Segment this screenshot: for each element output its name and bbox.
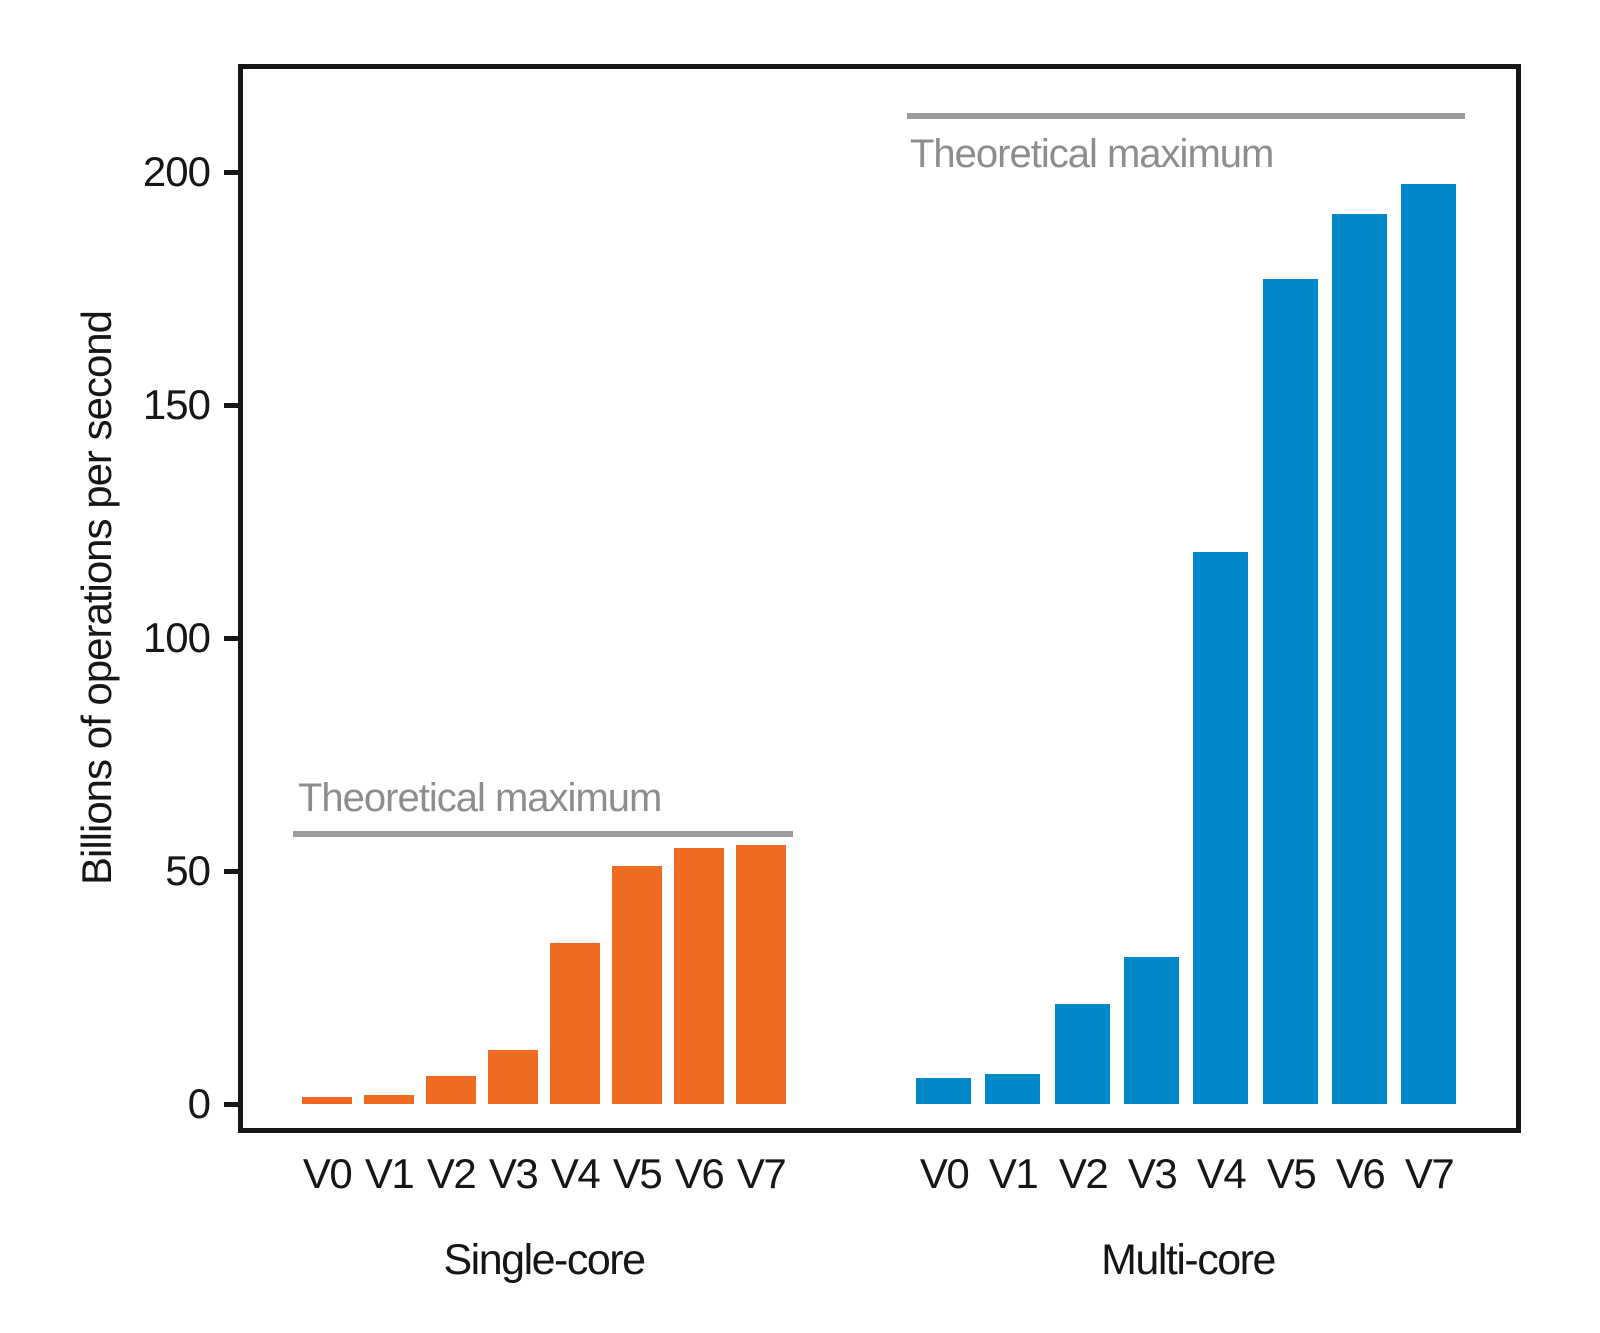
ytick-label-0: 0 [187, 1080, 211, 1127]
bar-multi-core-v2 [1055, 1004, 1110, 1104]
ytick-label-150: 150 [142, 381, 211, 428]
ytick-mark-150 [224, 402, 238, 408]
bar-single-core-v5 [612, 866, 662, 1104]
ytick-label-50: 50 [165, 847, 211, 894]
theoretical-max-line-single-core [293, 830, 793, 837]
xtick-label-multi-core-v4: V4 [1196, 1150, 1247, 1197]
xtick-label-multi-core-v2: V2 [1058, 1150, 1109, 1197]
bar-multi-core-v5 [1263, 279, 1318, 1104]
bar-single-core-v6 [674, 848, 724, 1104]
xtick-label-multi-core-v7: V7 [1404, 1150, 1455, 1197]
xtick-label-single-core-v3: V3 [488, 1150, 539, 1197]
theoretical-max-annotation-single-core: Theoretical maximum [298, 776, 662, 820]
xtick-label-multi-core-v6: V6 [1335, 1150, 1386, 1197]
bar-single-core-v0 [302, 1097, 352, 1104]
xtick-label-single-core-v0: V0 [302, 1150, 353, 1197]
bar-single-core-v3 [488, 1050, 538, 1104]
plot-area [238, 64, 1521, 1133]
bar-multi-core-v6 [1332, 214, 1387, 1104]
bar-multi-core-v4 [1193, 552, 1248, 1104]
xtick-label-single-core-v5: V5 [612, 1150, 663, 1197]
xtick-label-multi-core-v5: V5 [1266, 1150, 1317, 1197]
xtick-label-single-core-v4: V4 [550, 1150, 601, 1197]
xtick-label-single-core-v2: V2 [426, 1150, 477, 1197]
theoretical-max-annotation-multi-core: Theoretical maximum [910, 132, 1274, 176]
group-label-single-core: Single-core [443, 1236, 647, 1284]
ytick-mark-100 [224, 635, 238, 641]
bar-multi-core-v0 [916, 1078, 971, 1104]
bar-multi-core-v3 [1124, 957, 1179, 1104]
xtick-label-multi-core-v3: V3 [1127, 1150, 1178, 1197]
xtick-label-multi-core-v1: V1 [988, 1150, 1039, 1197]
xtick-label-multi-core-v0: V0 [919, 1150, 970, 1197]
xtick-label-single-core-v1: V1 [364, 1150, 415, 1197]
bar-multi-core-v1 [985, 1074, 1040, 1104]
bar-single-core-v1 [364, 1095, 414, 1104]
theoretical-max-line-multi-core [907, 113, 1465, 120]
bar-single-core-v7 [736, 845, 786, 1104]
ytick-label-100: 100 [142, 614, 211, 661]
xtick-label-single-core-v6: V6 [674, 1150, 725, 1197]
ytick-mark-0 [224, 1101, 238, 1107]
group-label-multi-core: Multi-core [1101, 1236, 1276, 1284]
xtick-label-single-core-v7: V7 [736, 1150, 787, 1197]
bar-single-core-v2 [426, 1076, 476, 1104]
bar-single-core-v4 [550, 943, 600, 1104]
ytick-label-200: 200 [142, 148, 211, 195]
ytick-mark-200 [224, 169, 238, 175]
ytick-mark-50 [224, 868, 238, 874]
bar-multi-core-v7 [1401, 184, 1456, 1104]
